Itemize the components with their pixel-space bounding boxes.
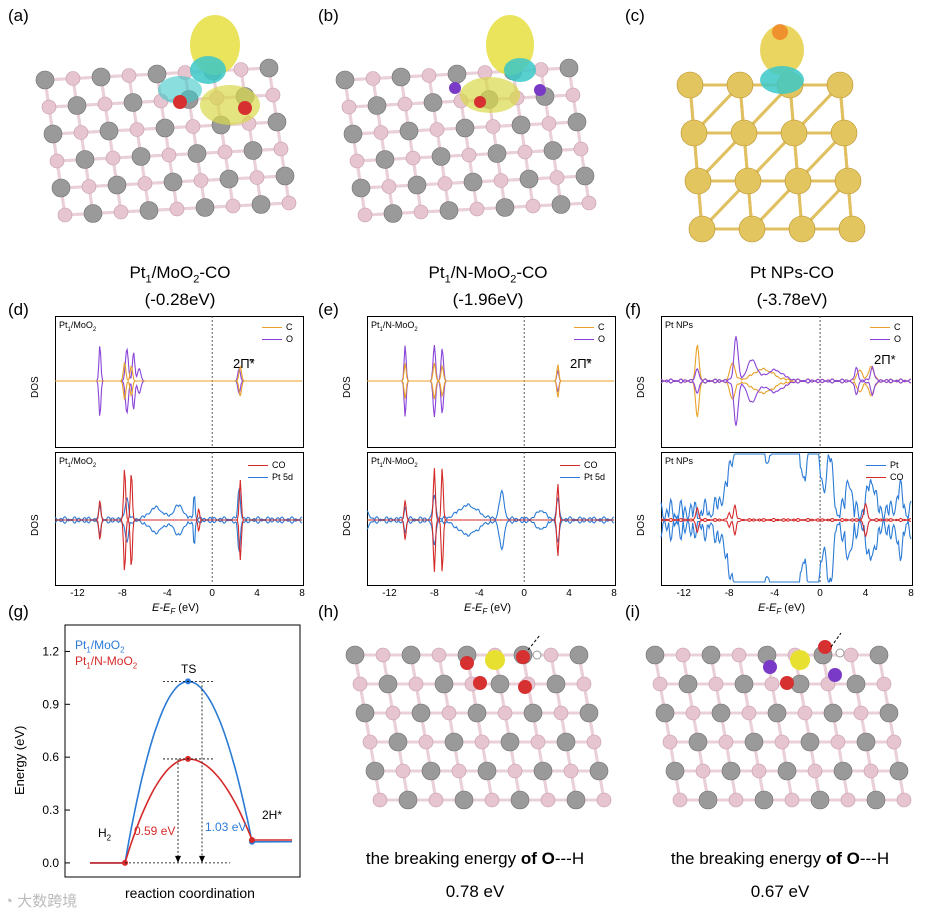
x-tick-label: -8 bbox=[117, 588, 127, 599]
dos-curves-d bbox=[54, 316, 303, 584]
xlabel-e: E-EF (eV) bbox=[464, 602, 512, 617]
ylabel-g: Energy (eV) bbox=[12, 725, 27, 795]
energy-i: 0.67 eV bbox=[750, 882, 810, 901]
legend-g-blue: Pt1/MoO2 bbox=[75, 638, 125, 655]
barrier-blue-label: 1.03 eV bbox=[205, 820, 247, 834]
x-tick-label: 0 bbox=[521, 588, 527, 599]
x-tick-label: 4 bbox=[862, 588, 869, 599]
panel-label-a: (a) bbox=[8, 6, 29, 25]
barrier-red-label: 0.59 eV bbox=[134, 824, 176, 838]
x-tick-label: -8 bbox=[724, 588, 734, 599]
panel-label-b: (b) bbox=[318, 6, 339, 25]
xlabel-g: reaction coordination bbox=[125, 885, 255, 901]
ylabel-e-top: DOS bbox=[342, 376, 353, 398]
dos-title-e-bottom: Pt1/N-MoO2 bbox=[371, 456, 418, 469]
structure-image-i bbox=[645, 632, 912, 810]
energy-a: (-0.28eV) bbox=[144, 290, 216, 309]
ylabel-f-top: DOS bbox=[636, 376, 647, 398]
xlabel-f: E-EF (eV) bbox=[758, 602, 806, 617]
caption-i: the breaking energy of O---H bbox=[670, 849, 890, 868]
watermark-logo: ◔ 大数跨境 bbox=[4, 893, 78, 910]
structure-image-c bbox=[676, 24, 866, 243]
legend-f-bottom: Pt CO bbox=[866, 459, 904, 483]
panel-label-i: (i) bbox=[625, 602, 641, 621]
ts-label: TS bbox=[181, 662, 197, 676]
legend-g-red: Pt1/N-MoO2 bbox=[75, 654, 138, 671]
panel-label-h: (h) bbox=[318, 602, 339, 621]
x-tick-label: -12 bbox=[382, 588, 397, 599]
energy-curve bbox=[90, 680, 293, 864]
panel-label-e: (e) bbox=[318, 300, 339, 319]
energy-profile-chart: 0.0 0.3 0.6 0.9 1.2 bbox=[42, 624, 301, 878]
x-tick-label: 8 bbox=[611, 588, 617, 599]
energy-h: 0.78 eV bbox=[445, 882, 505, 901]
panel-label-f: (f) bbox=[625, 300, 642, 319]
energy-b: (-1.96eV) bbox=[452, 290, 524, 309]
dos-curves-e bbox=[366, 316, 615, 584]
structure-image-a bbox=[35, 15, 297, 223]
y-tick-label: 0.6 bbox=[42, 750, 59, 764]
y-tick-label: 0.9 bbox=[42, 697, 59, 711]
caption-h: the breaking energy of O---H bbox=[365, 849, 585, 868]
structure-image-b bbox=[335, 15, 597, 223]
panel-label-g: (g) bbox=[8, 602, 29, 621]
ylabel-d-bottom: DOS bbox=[30, 514, 41, 536]
dos-panel-e-top bbox=[367, 316, 616, 448]
x-tick-label: -12 bbox=[676, 588, 691, 599]
energy-c: (-3.78eV) bbox=[756, 290, 828, 309]
xlabel-d: E-EF (eV) bbox=[152, 602, 200, 617]
panel-label-c: (c) bbox=[625, 6, 645, 25]
x-tick-label: 8 bbox=[299, 588, 305, 599]
legend-f-top: C O bbox=[870, 321, 901, 345]
legend-d-top: C O bbox=[262, 321, 293, 345]
x-tick-label: -4 bbox=[162, 588, 172, 599]
y-tick-label: 0.0 bbox=[42, 856, 59, 870]
ylabel-d-top: DOS bbox=[30, 376, 41, 398]
dos-title-d-top: Pt1/MoO2 bbox=[59, 320, 97, 333]
x-tick-label: -4 bbox=[770, 588, 780, 599]
caption-b: Pt1/N-MoO2-CO bbox=[428, 263, 548, 286]
x-tick-label: 0 bbox=[817, 588, 823, 599]
panel-label-d: (d) bbox=[8, 300, 29, 319]
2h-label: 2H* bbox=[262, 808, 283, 822]
x-tick-label: -4 bbox=[474, 588, 484, 599]
legend-d-bottom: CO Pt 5d bbox=[248, 459, 293, 483]
ylabel-f-bottom: DOS bbox=[636, 514, 647, 536]
pi-label-d: 2Π̃* bbox=[233, 356, 255, 371]
caption-a: Pt1/MoO2-CO bbox=[129, 263, 231, 286]
dos-title-f-top: Pt NPs bbox=[665, 320, 694, 330]
legend-e-bottom: CO Pt 5d bbox=[560, 459, 605, 483]
y-tick-label: 1.2 bbox=[42, 644, 59, 658]
caption-c: Pt NPs-CO bbox=[749, 263, 835, 282]
structure-image-h bbox=[345, 634, 612, 810]
pi-label-f: 2Π* bbox=[874, 352, 896, 367]
x-tick-label: 0 bbox=[209, 588, 215, 599]
2h-point bbox=[249, 836, 255, 843]
watermark-icon: ◔ bbox=[4, 893, 14, 910]
pi-label-e: 2Π̃* bbox=[570, 356, 592, 371]
dos-panel-d-top bbox=[55, 316, 304, 448]
x-tick-label: -12 bbox=[70, 588, 85, 599]
x-tick-label: -8 bbox=[429, 588, 439, 599]
y-tick-label: 0.3 bbox=[42, 803, 59, 817]
dos-title-f-bottom: Pt NPs bbox=[665, 456, 694, 466]
h2-label: H2 bbox=[98, 826, 112, 843]
dos-title-e-top: Pt1/N-MoO2 bbox=[371, 320, 418, 333]
x-tick-label: 8 bbox=[908, 588, 914, 599]
x-tick-label: 4 bbox=[566, 588, 572, 599]
ylabel-e-bottom: DOS bbox=[342, 514, 353, 536]
dos-curves-f bbox=[660, 316, 912, 584]
dos-title-d-bottom: Pt1/MoO2 bbox=[59, 456, 97, 469]
x-tick-label: 4 bbox=[254, 588, 260, 599]
legend-e-top: C O bbox=[574, 321, 605, 345]
